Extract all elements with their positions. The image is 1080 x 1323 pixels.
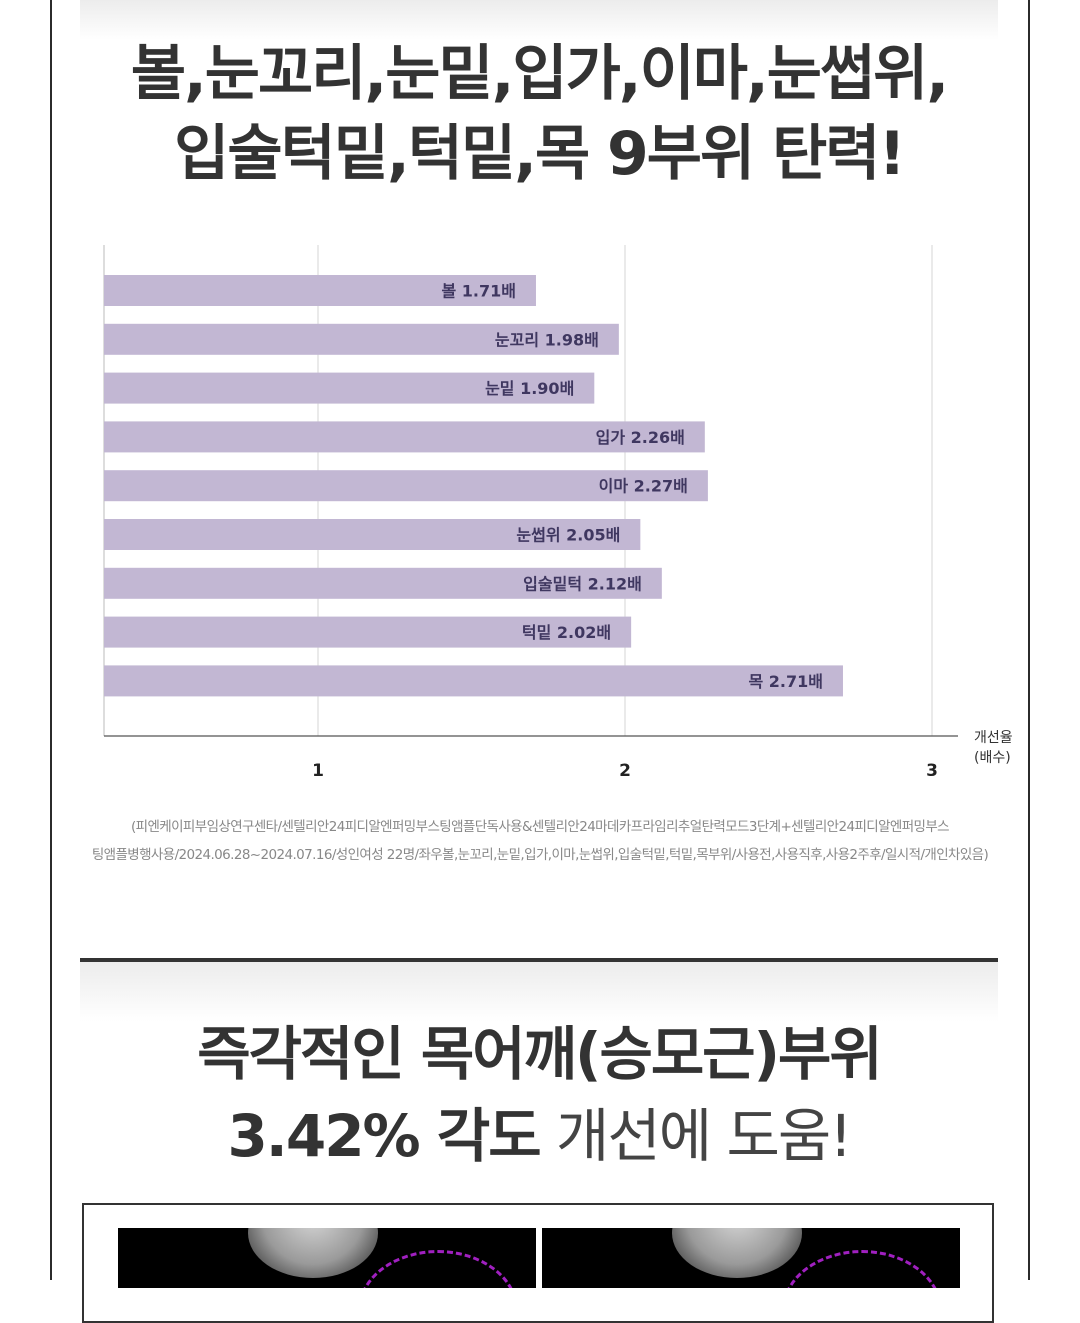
frame-right-border bbox=[1028, 0, 1030, 1280]
x-tick-label-2: 2 bbox=[619, 761, 631, 781]
section2-title-light: 개선에 도움! bbox=[539, 1102, 853, 1170]
bar-9 bbox=[104, 665, 843, 697]
shoulder-marker-circle bbox=[782, 1250, 942, 1288]
section2-title-bold: 3.42% 각도 bbox=[227, 1102, 541, 1170]
neck-shape bbox=[672, 1228, 802, 1278]
before-photo bbox=[118, 1228, 536, 1288]
bar-label-8: 턱밑 2.02배 bbox=[522, 623, 611, 642]
neck-shape bbox=[248, 1228, 378, 1278]
section1-title-line2: 입술턱밑,턱밑,목 9부위 탄력! bbox=[174, 119, 906, 189]
bar-4 bbox=[104, 421, 705, 453]
bar-label-5: 이마 2.27배 bbox=[599, 477, 688, 496]
section2-background bbox=[80, 962, 998, 1022]
bar-2 bbox=[104, 323, 619, 355]
x-axis-title: 개선율 bbox=[974, 730, 1013, 746]
x-axis-unit: (배수) bbox=[974, 750, 1011, 766]
bar-8 bbox=[104, 616, 632, 648]
bar-label-6: 눈썹위 2.05배 bbox=[516, 526, 620, 545]
bar-3 bbox=[104, 372, 595, 404]
bar-label-4: 입가 2.26배 bbox=[596, 428, 685, 447]
x-tick-label-3: 3 bbox=[926, 761, 938, 781]
section1-title-line1: 볼,눈꼬리,눈밑,입가,이마,눈썹위, bbox=[130, 39, 949, 109]
footnote-line2: 팅앰플병행사용/2024.06.28~2024.07.16/성인여성 22명/좌… bbox=[91, 847, 989, 863]
bar-label-9: 목 2.71배 bbox=[748, 672, 823, 691]
bar-label-3: 눈밑 1.90배 bbox=[485, 379, 574, 398]
after-photo bbox=[542, 1228, 960, 1288]
shoulder-marker-circle bbox=[358, 1250, 518, 1288]
bar-label-2: 눈꼬리 1.98배 bbox=[495, 330, 599, 349]
bar-5 bbox=[104, 470, 708, 502]
footnote-line1: (피엔케이피부임상연구센타/센텔리안24피디알엔퍼밍부스팅앰플단독사용&센텔리안… bbox=[130, 819, 950, 835]
section1-background bbox=[80, 0, 998, 40]
bar-6 bbox=[104, 519, 641, 550]
bar-label-1: 볼 1.71배 bbox=[441, 282, 516, 301]
frame-left-border bbox=[50, 0, 52, 1280]
section2-title-line2: 3.42% 각도 개선에 도움! bbox=[80, 1096, 998, 1176]
x-tick-label-1: 1 bbox=[312, 761, 324, 781]
bar-7 bbox=[104, 567, 662, 599]
bar-1 bbox=[104, 275, 536, 306]
bar-label-7: 입술밑턱 2.12배 bbox=[523, 574, 642, 593]
section-divider bbox=[80, 958, 998, 962]
section2-title-line1: 즉각적인 목어깨(승모근)부위 bbox=[197, 1020, 883, 1088]
